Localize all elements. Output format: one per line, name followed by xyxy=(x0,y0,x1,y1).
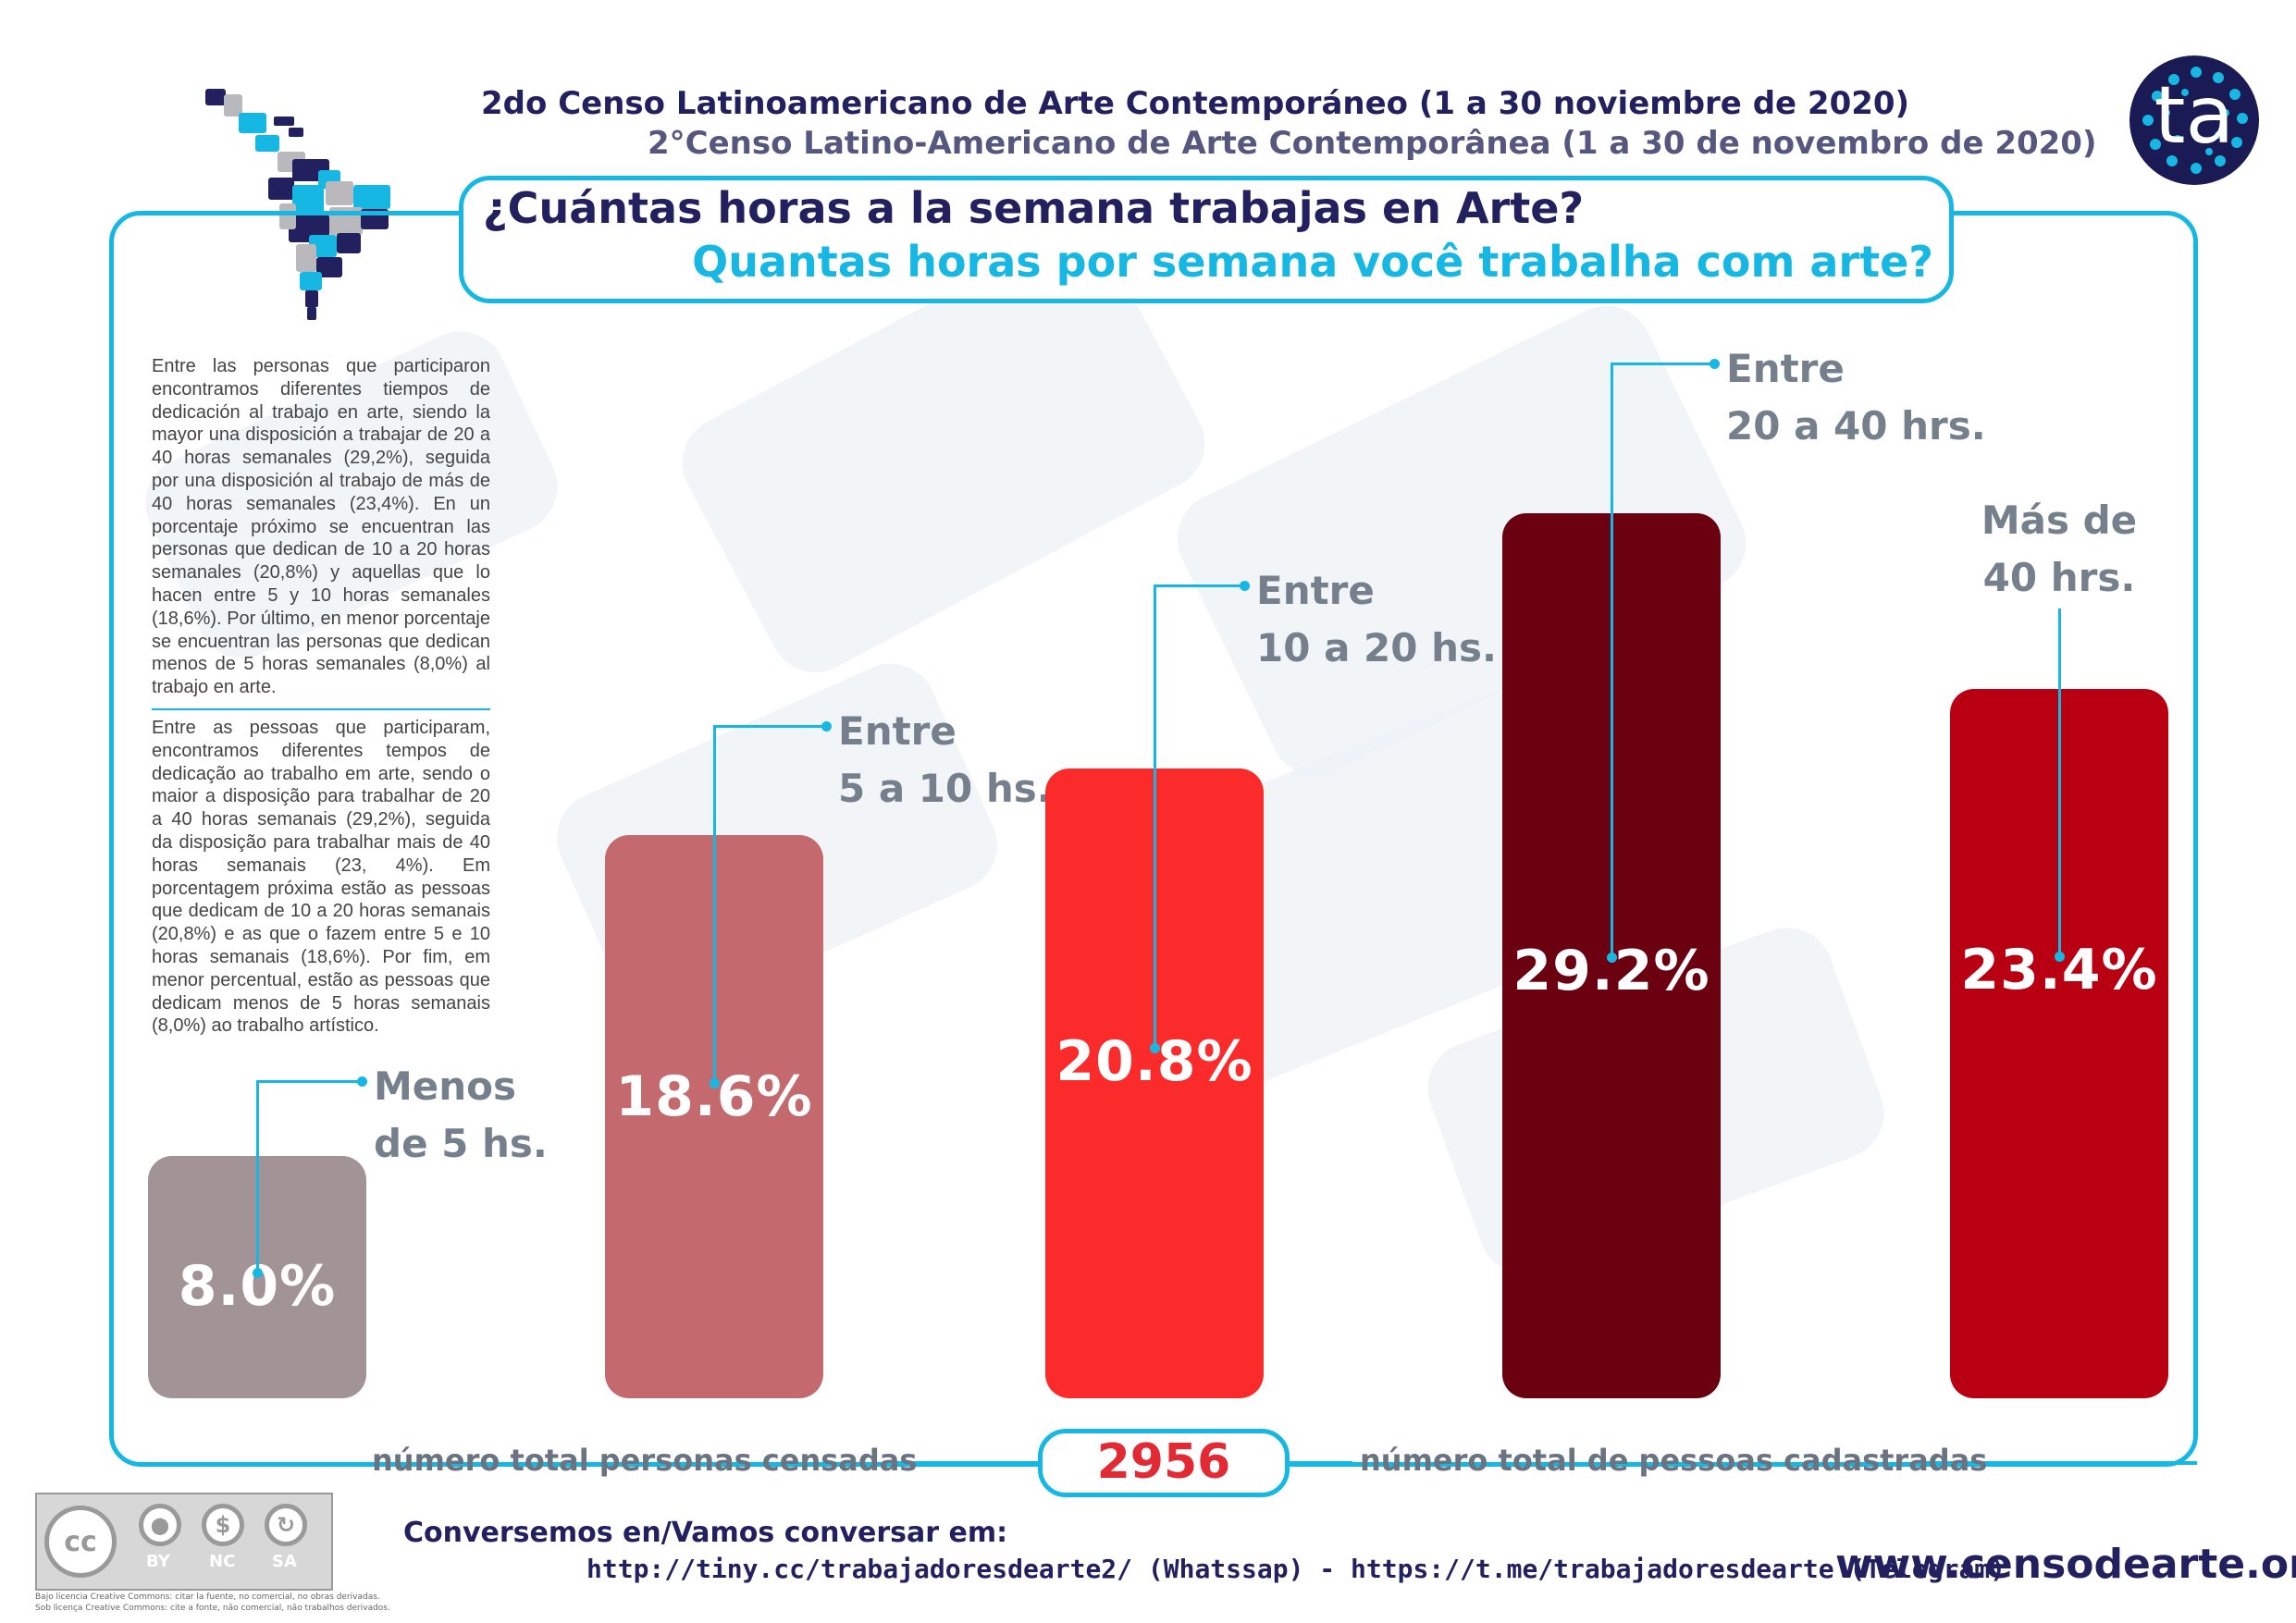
leader-line-3 xyxy=(1611,363,1712,957)
leader-dot-1-1 xyxy=(710,1078,720,1089)
nc-noncommercial-icon: $ xyxy=(202,1504,244,1546)
cc-tag-by: BY xyxy=(146,1552,170,1571)
total-value: 2956 xyxy=(1096,1434,1231,1490)
header-title-es: 2do Censo Latinoamericano de Arte Contem… xyxy=(481,85,1910,122)
question-es: ¿Cuántas horas a la semana trabajas en A… xyxy=(483,183,1585,233)
leader-dot-3-1 xyxy=(1607,952,1617,963)
leader-dot-0-1 xyxy=(253,1268,263,1279)
description-es: Entre las personas que participaron enco… xyxy=(152,356,490,698)
censo-arte-logo: ta xyxy=(2129,55,2259,185)
website-link[interactable]: www.censodearte.org xyxy=(1835,1541,2296,1588)
description-pt: Entre as pessoas que participaram, encon… xyxy=(152,718,490,1037)
category-label-line: Entre xyxy=(1256,568,1375,613)
total-divider-right xyxy=(1288,1461,1352,1465)
leader-dot-4 xyxy=(2055,952,2065,963)
logo-text: ta xyxy=(2154,69,2235,162)
cc-icon-label: cc xyxy=(64,1525,97,1558)
sa-sharealike-icon: ↻ xyxy=(265,1504,307,1546)
total-label-es: número total personas censadas xyxy=(372,1443,918,1478)
header-title-pt: 2°Censo Latino-Americano de Arte Contemp… xyxy=(648,125,2097,162)
leader-line-4 xyxy=(2058,609,2061,957)
category-label-line: de 5 hs. xyxy=(374,1121,548,1166)
license-note-pt: Sob licença Creative Commons: cite a fon… xyxy=(35,1604,390,1613)
cc-license-badge: cc ● $ ↻ BY NC SA xyxy=(35,1493,333,1591)
category-label-line: 40 hrs. xyxy=(1982,555,2136,600)
category-label-2: Entre 10 a 20 hs. xyxy=(1256,562,1497,677)
license-note-es: Bajo licencia Creative Commons: citar la… xyxy=(35,1592,380,1602)
category-label-line: Más de xyxy=(1981,498,2138,543)
latin-america-map-graphic xyxy=(205,89,390,320)
by-attribution-icon: ● xyxy=(139,1504,181,1546)
leader-dot-2-1 xyxy=(1150,1042,1160,1053)
paragraph-divider xyxy=(152,708,490,710)
total-box xyxy=(1038,1429,1290,1497)
leader-line-2 xyxy=(1154,584,1242,1048)
category-label-line: Entre xyxy=(1726,346,1845,391)
cc-icon: cc xyxy=(44,1506,117,1578)
total-label-pt: número total de pessoas cadastradas xyxy=(1360,1443,1988,1478)
leader-dot-0-0 xyxy=(357,1076,367,1087)
total-divider-left xyxy=(883,1461,1041,1465)
contact-links[interactable]: http://tiny.cc/trabajadoresdearte2/ (Wha… xyxy=(586,1554,2006,1584)
category-label-line: Entre xyxy=(838,708,957,754)
question-box xyxy=(459,176,1954,303)
category-label-1: Entre 5 a 10 hs. xyxy=(838,703,1052,818)
category-label-line: 5 a 10 hs. xyxy=(838,766,1052,811)
question-pt: Quantas horas por semana você trabalha c… xyxy=(692,237,1933,287)
category-label-line: 20 a 40 hrs. xyxy=(1726,403,1986,449)
cc-tag-sa: SA xyxy=(272,1552,297,1571)
leader-line-0 xyxy=(256,1080,360,1273)
conversation-label: Conversemos en/Vamos conversar em: xyxy=(403,1517,1008,1549)
leader-dot-3-0 xyxy=(1710,359,1720,369)
category-label-line: Menos xyxy=(374,1064,517,1109)
cc-tag-nc: NC xyxy=(209,1552,236,1571)
category-label-0: Menos de 5 hs. xyxy=(374,1058,548,1173)
leader-dot-1-0 xyxy=(821,721,832,732)
leader-line-1 xyxy=(713,725,824,1084)
category-label-line: 10 a 20 hs. xyxy=(1256,625,1497,670)
category-label-4: Más de 40 hrs. xyxy=(1948,492,2170,607)
leader-dot-2-0 xyxy=(1240,581,1250,591)
category-label-3: Entre 20 a 40 hrs. xyxy=(1726,340,1986,455)
total-divider-far-right xyxy=(1920,1461,2197,1465)
